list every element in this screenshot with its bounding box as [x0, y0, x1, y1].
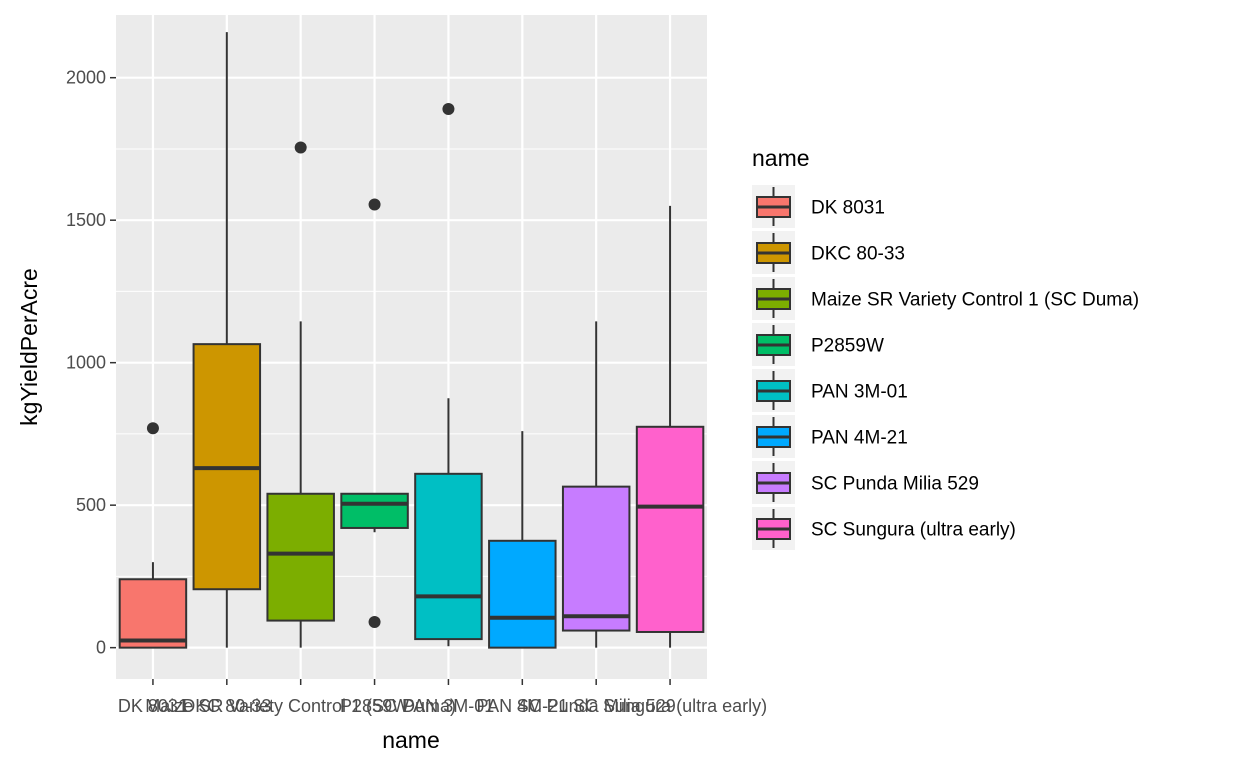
- legend-title: name: [752, 145, 810, 171]
- y-tick-label: 1500: [66, 210, 106, 230]
- box-group: [414, 103, 483, 647]
- legend-label: PAN 3M-01: [811, 382, 908, 403]
- x-tick-label: PAN 3M-01: [403, 696, 495, 716]
- legend-label: SC Punda Milia 529: [811, 474, 979, 495]
- legend-label: P2859W: [811, 336, 884, 357]
- outlier-point: [368, 616, 381, 629]
- x-tick-label: PAN 4M-21: [476, 696, 568, 716]
- box: [635, 425, 705, 633]
- boxes: [118, 32, 705, 649]
- box-group: [635, 205, 705, 648]
- outlier-point: [146, 422, 159, 435]
- legend-label: DKC 80-33: [811, 244, 905, 265]
- x-tick-label: SC Punda Milia 529: [517, 696, 676, 716]
- box-group: [266, 141, 335, 648]
- box-group: [561, 321, 631, 648]
- x-tick-label: Maize SR Variety Control 1 (SC Duma): [145, 696, 456, 716]
- x-tick-label: DKC 80-33: [182, 696, 271, 716]
- y-axis: 0 500 1000 1500 2000: [66, 68, 116, 658]
- y-tick-label: 0: [96, 638, 106, 658]
- box: [561, 485, 631, 632]
- box: [266, 492, 335, 622]
- box: [340, 492, 409, 529]
- y-tick-label: 1000: [66, 353, 106, 373]
- legend-label: Maize SR Variety Control 1 (SC Duma): [811, 290, 1139, 311]
- x-tick-label: DK 8031: [118, 696, 188, 716]
- outlier-point: [294, 141, 307, 154]
- box: [118, 578, 188, 649]
- box: [488, 539, 557, 649]
- x-axis-title: name: [382, 727, 440, 753]
- box-group: [118, 422, 188, 649]
- y-axis-title: kgYieldPerAcre: [16, 268, 42, 426]
- outlier-point: [368, 198, 381, 211]
- x-tick-label: SC Sungura (ultra early): [573, 696, 767, 716]
- box-group: [488, 431, 557, 649]
- legend-label: PAN 4M-21: [811, 428, 908, 449]
- box: [414, 472, 483, 641]
- legend-label: SC Sungura (ultra early): [811, 520, 1016, 541]
- outlier-point: [442, 103, 455, 116]
- legend: name DK 8031 DKC 80-33 Maize SR Variety Co…: [752, 145, 1139, 550]
- box-group: [192, 32, 262, 648]
- y-tick-label: 2000: [66, 68, 106, 88]
- x-tick-label: P2859W: [340, 696, 409, 716]
- box-group: [340, 198, 409, 629]
- y-tick-label: 500: [76, 495, 106, 515]
- legend-label: DK 8031: [811, 198, 885, 219]
